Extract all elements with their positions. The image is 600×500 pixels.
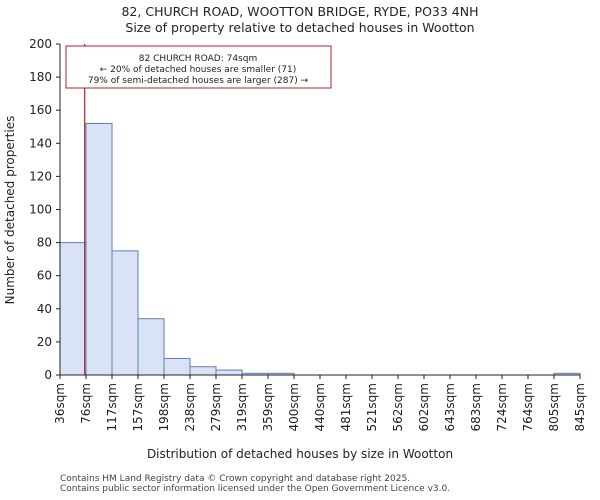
- x-tick-label: 683sqm: [469, 383, 483, 431]
- y-tick-label: 20: [37, 335, 52, 349]
- y-tick-label: 80: [37, 236, 52, 250]
- x-tick-label: 764sqm: [521, 383, 535, 431]
- x-tick-label: 845sqm: [573, 383, 587, 431]
- x-tick-label: 481sqm: [339, 383, 353, 431]
- y-axis-ticks: 0 20 40 60 80 100 120 140 160 180 200: [29, 37, 60, 382]
- histogram-bar: [163, 357, 191, 376]
- histogram-bar: [137, 318, 165, 376]
- y-tick-label: 60: [37, 269, 52, 283]
- x-tick-label: 157sqm: [131, 383, 145, 431]
- annotation-line1: 82 CHURCH ROAD: 74sqm: [139, 54, 257, 64]
- y-tick-label: 100: [29, 203, 52, 217]
- x-tick-label: 643sqm: [443, 383, 457, 431]
- x-tick-label: 602sqm: [417, 383, 431, 431]
- y-tick-label: 120: [29, 169, 52, 183]
- x-tick-label: 319sqm: [235, 383, 249, 431]
- bar-series: [59, 122, 581, 376]
- footer-line2: Contains public sector information licen…: [60, 484, 451, 494]
- x-tick-label: 117sqm: [105, 383, 119, 431]
- x-tick-label: 562sqm: [391, 383, 405, 431]
- histogram-bar: [111, 250, 139, 376]
- histogram-bar: [85, 122, 113, 376]
- histogram-bar: [215, 369, 243, 376]
- y-tick-label: 40: [37, 302, 52, 316]
- y-tick-label: 200: [29, 37, 52, 51]
- annotation-line3: 79% of semi-detached houses are larger (…: [88, 76, 309, 86]
- y-tick-label: 0: [44, 368, 52, 382]
- y-tick-label: 180: [29, 70, 52, 84]
- chart-title-line1: 82, CHURCH ROAD, WOOTTON BRIDGE, RYDE, P…: [121, 4, 478, 19]
- annotation-line2: ← 20% of detached houses are smaller (71…: [100, 65, 297, 75]
- annotation-box: 82 CHURCH ROAD: 74sqm ← 20% of detached …: [65, 45, 332, 89]
- chart-title-line2: Size of property relative to detached ho…: [125, 20, 474, 35]
- histogram-bar: [189, 366, 217, 376]
- x-tick-label: 521sqm: [365, 383, 379, 431]
- y-tick-label: 140: [29, 136, 52, 150]
- x-tick-label: 359sqm: [261, 383, 275, 431]
- histogram-bar: [59, 242, 87, 376]
- x-tick-label: 805sqm: [547, 383, 561, 431]
- annotation-frame: [65, 45, 332, 89]
- x-tick-label: 238sqm: [183, 383, 197, 431]
- x-tick-label: 36sqm: [53, 383, 67, 424]
- x-tick-label: 724sqm: [495, 383, 509, 431]
- x-tick-label: 279sqm: [209, 383, 223, 431]
- y-axis-label: Number of detached properties: [3, 116, 17, 305]
- x-tick-label: 76sqm: [79, 383, 93, 424]
- x-axis-ticks: 36sqm 76sqm 117sqm 157sqm 198sqm 238sqm 279sqm…: [53, 375, 587, 431]
- footer-line1: Contains HM Land Registry data © Crown c…: [60, 474, 411, 484]
- x-tick-label: 440sqm: [313, 383, 327, 431]
- x-tick-label: 400sqm: [287, 383, 301, 431]
- x-axis-label: Distribution of detached houses by size …: [147, 447, 453, 461]
- y-tick-label: 160: [29, 103, 52, 117]
- x-tick-label: 198sqm: [157, 383, 171, 431]
